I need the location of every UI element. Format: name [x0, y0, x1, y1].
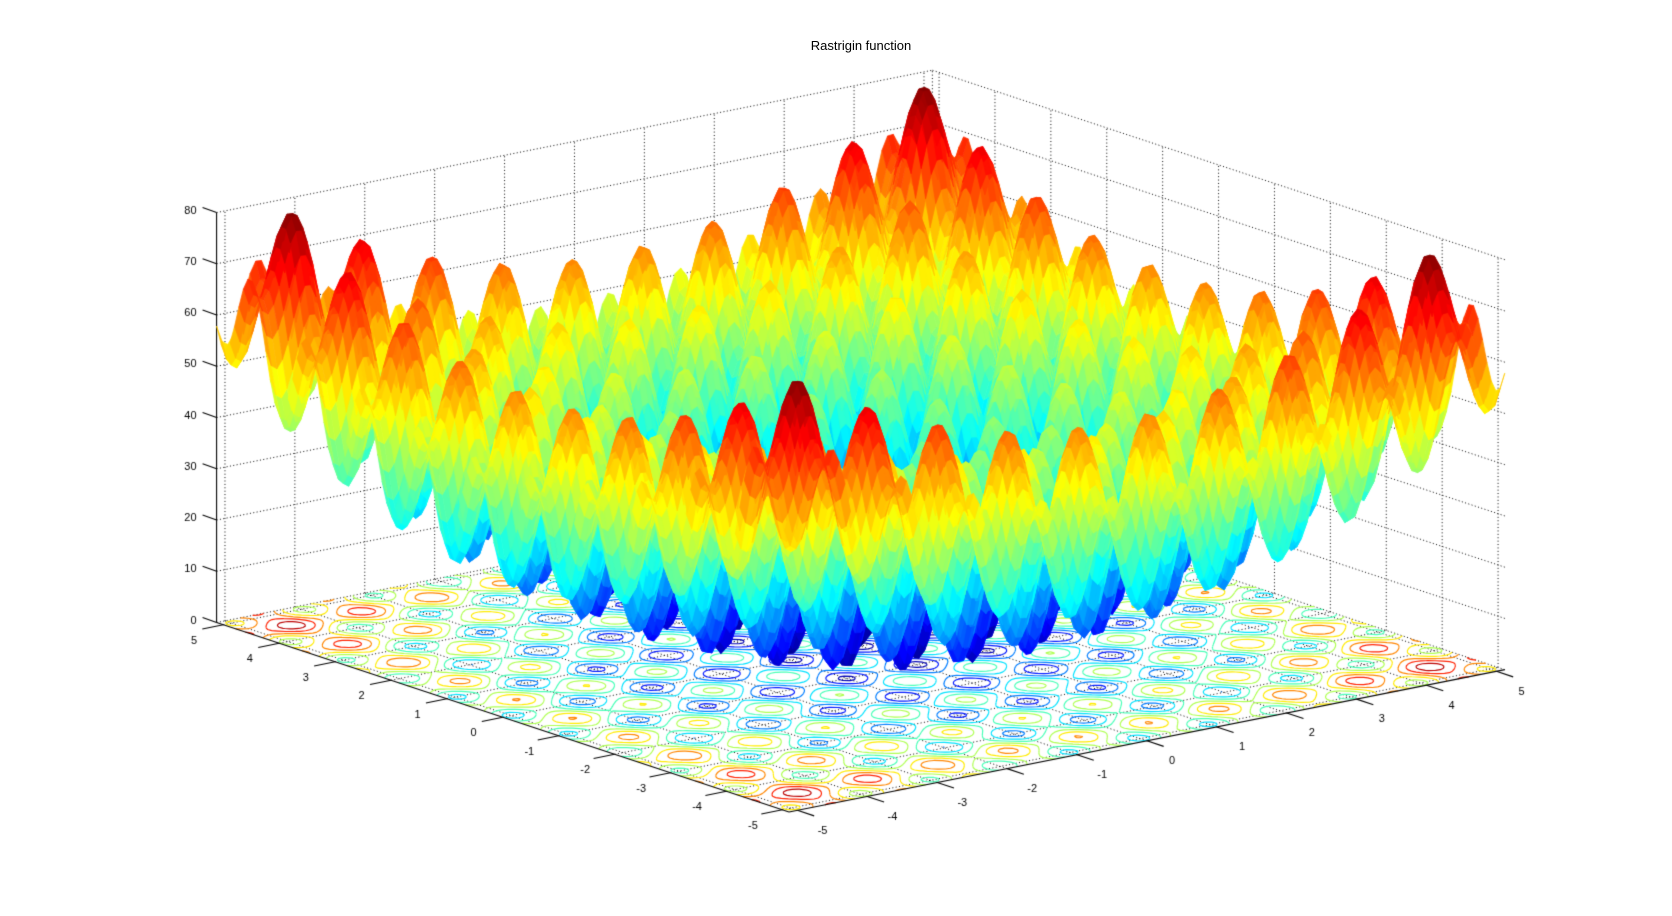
chart-title: Rastrigin function [810, 38, 912, 53]
